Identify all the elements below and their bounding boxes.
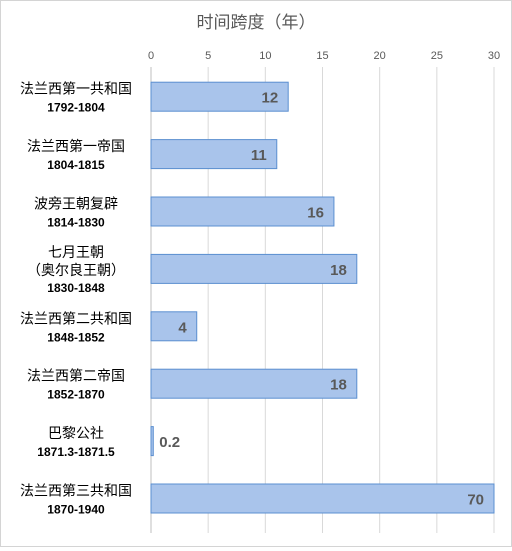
bar [150,253,358,284]
bar [150,196,335,227]
category-period: 1804-1815 [47,158,105,172]
bars: 12 11 16 18 4 18 0.2 70 [150,81,495,514]
category-name-line2: （奥尔良王朝） [27,262,125,278]
data-label: 18 [330,262,347,279]
x-axis-ticks: 0 5 10 15 20 25 30 [148,50,500,62]
data-label: 12 [262,90,279,107]
x-tick-label: 10 [259,50,271,62]
category-period: 1814-1830 [47,216,105,230]
bar [150,368,358,399]
bar [150,426,154,457]
data-label: 11 [251,147,267,164]
bar [150,311,198,342]
bar [150,139,278,170]
x-tick-label: 5 [205,50,211,62]
x-tick-label: 0 [148,50,154,62]
category-period: 1848-1852 [47,330,105,344]
x-tick-label: 20 [374,50,386,62]
data-label: 70 [467,492,484,509]
category-period: 1871.3-1871.5 [37,445,115,459]
data-label: 18 [330,377,347,394]
category-period: 1792-1804 [47,101,105,115]
category-name: 法兰西第三共和国 [20,483,132,499]
x-tick-label: 25 [431,50,443,62]
data-label: 16 [307,205,324,222]
category-name: 波旁王朝复辟 [34,196,118,212]
category-period: 1830-1848 [47,281,105,295]
category-name: 法兰西第一帝国 [27,138,125,154]
category-name: 法兰西第一共和国 [20,81,132,97]
data-label: 0.2 [159,434,180,451]
x-tick-label: 15 [316,50,328,62]
category-name: 七月王朝 [48,244,104,260]
x-tick-label: 30 [488,50,500,62]
data-label: 4 [178,319,187,336]
bar [150,483,495,514]
category-name: 巴黎公社 [48,425,104,441]
category-period: 1870-1940 [47,503,105,517]
bar [150,81,289,112]
category-name: 法兰西第二帝国 [27,368,125,384]
category-name: 法兰西第二共和国 [20,310,132,326]
chart-title: 时间跨度（年） [197,13,316,32]
gridlines [150,67,495,533]
category-period: 1852-1870 [47,388,105,402]
category-labels: 法兰西第一共和国 1792-1804 法兰西第一帝国 1804-1815 波旁王朝复辟 1… [20,81,132,517]
